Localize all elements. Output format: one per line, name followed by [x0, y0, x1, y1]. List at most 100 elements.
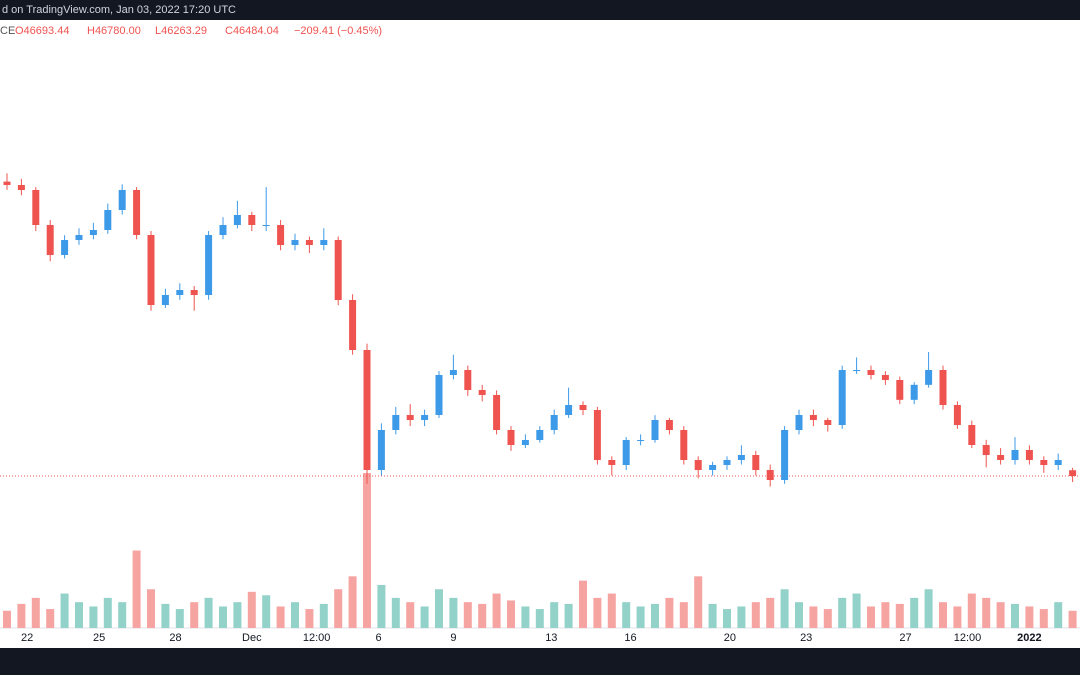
volume-bar — [823, 609, 832, 628]
candle-body — [968, 425, 976, 446]
candle-body — [709, 465, 717, 471]
candle-body — [881, 375, 889, 381]
candle-body — [723, 460, 731, 466]
volume-bar — [420, 606, 429, 628]
volume-bar — [665, 597, 674, 628]
candle-body — [190, 290, 198, 296]
bottom-bar — [0, 648, 1080, 675]
candle-body — [579, 405, 587, 411]
candle-body — [680, 430, 688, 461]
candle-body — [161, 295, 169, 306]
candle-body — [291, 240, 299, 246]
candle-body — [377, 430, 385, 471]
volume-bar — [247, 591, 256, 628]
volume-bar — [334, 589, 343, 628]
candle-body — [651, 420, 659, 441]
x-tick-label: 9 — [450, 632, 456, 644]
candle-body — [565, 405, 573, 416]
volume-bar — [305, 609, 314, 628]
candle-body — [896, 380, 904, 400]
x-tick-label: Dec — [242, 632, 262, 644]
legend-low: L46263.29 — [155, 25, 207, 37]
volume-bar — [103, 597, 112, 628]
candle-body — [925, 370, 933, 385]
volume-bar — [233, 602, 242, 628]
legend-close: C46484.04 — [225, 25, 279, 37]
legend-high: H46780.00 — [87, 25, 141, 37]
volume-bar — [319, 603, 328, 628]
candle-body — [795, 415, 803, 431]
x-tick-label: 27 — [899, 632, 911, 644]
candle-body — [61, 240, 69, 256]
candle-body — [550, 415, 558, 431]
candle-body — [781, 430, 789, 481]
candle-body — [507, 430, 515, 446]
candle-body — [622, 440, 630, 466]
candle-body — [248, 215, 256, 226]
candle-body — [809, 415, 817, 421]
volume-bar — [780, 589, 789, 628]
x-tick-label: 20 — [724, 632, 736, 644]
candle-body — [118, 190, 126, 211]
candle-body — [608, 460, 616, 466]
x-tick-label: 13 — [545, 632, 557, 644]
candle-body — [104, 210, 112, 231]
volume-bar — [953, 606, 962, 628]
volume-bar — [204, 597, 213, 628]
volume-bar — [895, 603, 904, 628]
candle-body — [305, 240, 313, 246]
candle-body — [262, 225, 270, 227]
volume-bar — [3, 610, 11, 628]
volume-bar — [449, 597, 458, 628]
candle-body — [3, 181, 11, 186]
candle-body — [1025, 450, 1033, 461]
candle-body — [997, 455, 1005, 461]
candle-body — [133, 190, 141, 236]
volume-bar — [262, 595, 271, 628]
candle-body — [982, 445, 990, 456]
candle-body — [421, 415, 429, 421]
candle-body — [435, 375, 443, 416]
header-text: d on TradingView.com, Jan 03, 2022 17:20… — [2, 4, 236, 16]
volume-bar — [622, 602, 631, 628]
candle-body — [694, 460, 702, 471]
candle-body — [838, 370, 846, 426]
volume-bar — [463, 602, 472, 628]
legend-open: O46693.44 — [15, 25, 69, 37]
volume-bar — [276, 606, 285, 628]
volume-bar — [723, 609, 731, 628]
x-tick-label: 6 — [375, 632, 381, 644]
volume-bar — [535, 609, 544, 628]
candle-body — [334, 240, 342, 301]
volume-bar — [46, 609, 55, 628]
volume-bar — [924, 589, 933, 628]
volume-bar — [708, 603, 717, 628]
candle-body — [493, 395, 501, 431]
candle-body — [867, 370, 875, 376]
candle-body — [147, 235, 155, 306]
candle-body — [593, 410, 601, 461]
volume-bar — [175, 609, 184, 628]
volume-bar — [795, 602, 803, 628]
candle-body — [939, 370, 947, 406]
volume-bar — [521, 606, 530, 628]
volume-bar — [1039, 609, 1048, 628]
candle-body — [910, 384, 918, 400]
candle-body — [766, 470, 774, 481]
volume-bar — [809, 606, 818, 628]
volume-bar — [291, 602, 299, 628]
volume-bar — [910, 597, 919, 628]
volume-bar — [766, 597, 775, 628]
candle-body — [665, 420, 673, 431]
volume-bar — [881, 602, 890, 628]
x-tick-label: 25 — [93, 632, 105, 644]
volume-bar — [190, 602, 199, 628]
volume-bar — [147, 589, 155, 628]
legend-symbol: CE — [0, 25, 15, 37]
candle-body — [406, 415, 414, 421]
volume-bar — [118, 602, 127, 628]
candle-body — [392, 415, 400, 431]
candle-body — [233, 215, 241, 226]
